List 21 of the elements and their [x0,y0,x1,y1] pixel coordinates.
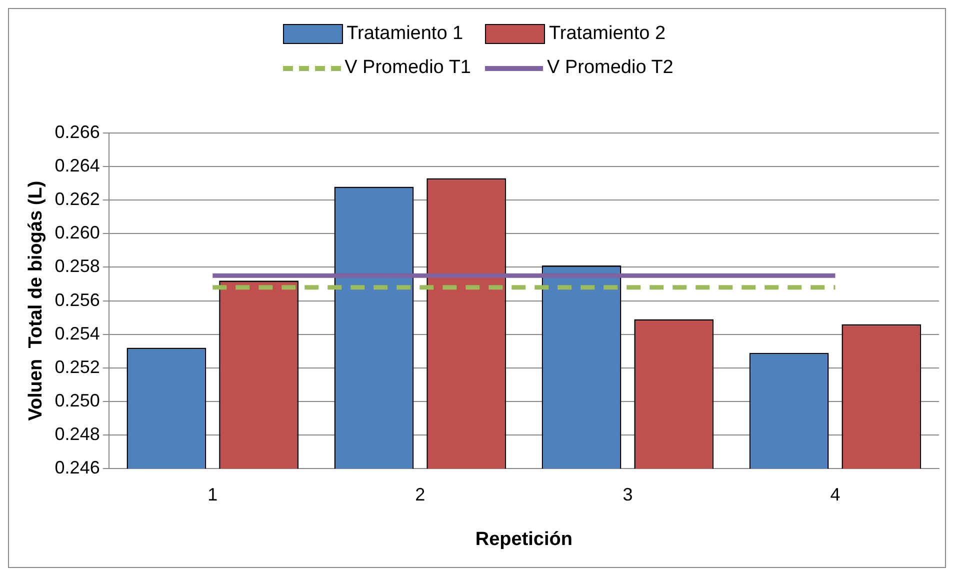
y-tick-label: 0.262 [54,189,100,210]
x-axis-title: Repetición [475,528,572,550]
y-tick-label: 0.260 [54,222,100,243]
x-tick-label: 3 [622,484,633,504]
y-tick-label: 0.264 [54,156,100,176]
y-tick-label: 0.254 [54,323,100,344]
legend-label: V Promedio T2 [547,57,674,79]
legend-label: V Promedio T1 [344,57,471,79]
y-tick-label: 0.258 [54,256,100,276]
y-tick-label: 0.246 [54,458,100,478]
y-tick-label: 0.256 [54,290,100,310]
legend-label: Tratamiento 2 [549,23,666,45]
x-tick-label: 1 [208,484,218,504]
y-axis-title: Voluen Total de biogás (L) [26,180,47,421]
y-tick-label: 0.250 [54,390,100,410]
y-tick-label: 0.248 [54,424,100,444]
x-tick-label: 4 [830,484,840,504]
y-tick-label: 0.252 [54,356,100,377]
y-tick-label: 0.266 [54,122,100,142]
legend-label: Tratamiento 1 [346,23,464,45]
x-tick-label: 2 [415,484,426,504]
